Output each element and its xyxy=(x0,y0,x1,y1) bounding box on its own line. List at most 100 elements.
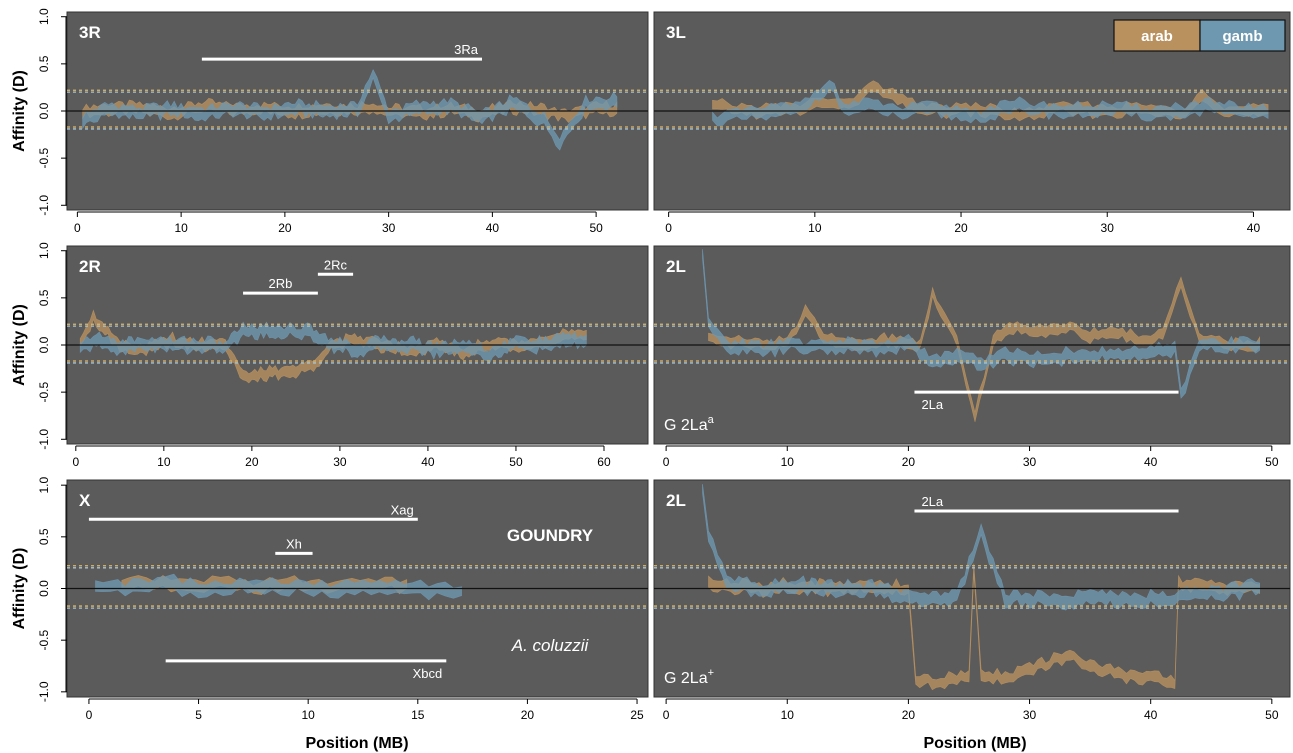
site-label: GOUNDRY xyxy=(507,526,594,545)
x-tick-label: 40 xyxy=(486,221,500,235)
series-band-gamb xyxy=(82,68,618,151)
inversion-label: Xh xyxy=(286,536,302,551)
panel-x-4: Xag Xh Xbcd X -1.0 -0.5 0.0 0.5 1.0 Affinity (D) 0… xyxy=(11,477,649,722)
y-tick-label: -0.5 xyxy=(37,381,51,402)
plot-area xyxy=(654,484,1290,691)
inversion-label: 2Rc xyxy=(324,257,348,272)
series-band-gamb xyxy=(702,484,1260,611)
x-axis-title-left: Position (MB) xyxy=(305,735,408,752)
x-tick-label: 40 xyxy=(1247,221,1261,235)
panel-title: 3R xyxy=(79,23,101,42)
y-axis-title: Affinity (D) xyxy=(11,70,28,152)
group-label-sup: a xyxy=(708,414,715,426)
x-tick-label: 50 xyxy=(1265,455,1279,469)
plot-area xyxy=(67,309,648,384)
y-axis-title: Affinity (D) xyxy=(11,304,28,386)
legend-swatch-arab xyxy=(1113,19,1201,52)
x-tick-label: 50 xyxy=(1265,708,1279,722)
inversion-label: 2La xyxy=(921,494,943,509)
x-tick-label: 30 xyxy=(1023,455,1037,469)
x-tick-label: 10 xyxy=(808,221,822,235)
plot-area xyxy=(67,68,648,151)
x-tick-label: 60 xyxy=(597,455,611,469)
y-tick-label: 1.0 xyxy=(37,242,51,259)
panel-3l-1: 3L 0 10 20 30 40 arab gamb xyxy=(653,11,1291,235)
y-tick-label: 0.0 xyxy=(37,336,51,353)
x-tick-label: 0 xyxy=(86,708,93,722)
y-tick-label: -0.5 xyxy=(37,147,51,168)
x-tick-label: 15 xyxy=(411,708,425,722)
y-tick-label: -1.0 xyxy=(37,429,51,450)
legend-swatch-gamb xyxy=(1199,19,1286,52)
y-tick-label: 0.0 xyxy=(37,580,51,597)
inversion-label: 2Rb xyxy=(269,276,293,291)
group-label-text: G 2La xyxy=(664,417,708,434)
y-tick-label: 0.0 xyxy=(37,102,51,119)
series-band-gamb xyxy=(702,249,1260,399)
inversion-label: Xag xyxy=(391,502,414,517)
x-tick-label: 10 xyxy=(157,455,171,469)
x-axis-title-right: Position (MB) xyxy=(923,735,1026,752)
y-axis-title: Affinity (D) xyxy=(11,548,28,630)
x-tick-label: 30 xyxy=(1101,221,1115,235)
species-label: A. coluzzii xyxy=(511,636,590,655)
x-tick-label: 10 xyxy=(781,708,795,722)
panel-title: 2L xyxy=(666,491,686,510)
panel-3r-0: 3Ra 3R -1.0 -0.5 0.0 0.5 1.0 Affinity (D) 0 10 20 3… xyxy=(11,8,649,235)
series-band-gamb xyxy=(712,80,1269,127)
x-tick-label: 0 xyxy=(665,221,672,235)
x-tick-label: 30 xyxy=(333,455,347,469)
panel-2r-2: 2Rb 2Rc 2R -1.0 -0.5 0.0 0.5 1.0 Affinity (D) 0 10… xyxy=(11,242,649,469)
x-tick-label: 25 xyxy=(630,708,644,722)
legend-label-gamb: gamb xyxy=(1222,28,1262,45)
panel-2l-3: 2La 2L G 2Laa 0 10 20 30 40 50 xyxy=(653,245,1291,469)
panel-title: X xyxy=(79,491,91,510)
plot-area xyxy=(67,565,648,609)
x-tick-label: 20 xyxy=(902,455,916,469)
y-tick-label: -1.0 xyxy=(37,681,51,702)
legend-label-arab: arab xyxy=(1141,28,1173,45)
x-tick-label: 10 xyxy=(174,221,188,235)
x-tick-label: 30 xyxy=(1023,708,1037,722)
x-tick-label: 0 xyxy=(663,708,670,722)
plot-area xyxy=(654,249,1290,422)
x-tick-label: 40 xyxy=(421,455,435,469)
group-label: G 2Laa xyxy=(664,414,715,434)
inversion-label: 3Ra xyxy=(454,42,479,57)
y-tick-label: 0.5 xyxy=(37,55,51,72)
x-tick-label: 0 xyxy=(72,455,79,469)
x-tick-label: 20 xyxy=(278,221,292,235)
x-tick-label: 5 xyxy=(195,708,202,722)
x-tick-label: 20 xyxy=(902,708,916,722)
x-tick-label: 10 xyxy=(781,455,795,469)
y-tick-label: -0.5 xyxy=(37,630,51,651)
group-label: G 2La+ xyxy=(664,667,714,687)
y-tick-label: 1.0 xyxy=(37,477,51,494)
y-tick-label: 0.5 xyxy=(37,289,51,306)
y-tick-label: -1.0 xyxy=(37,195,51,216)
inversion-label: Xbcd xyxy=(413,666,443,681)
y-tick-label: 0.5 xyxy=(37,528,51,545)
x-tick-label: 0 xyxy=(74,221,81,235)
panel-title: 3L xyxy=(666,23,686,42)
group-label-sup: + xyxy=(708,667,714,679)
group-label-text: G 2La xyxy=(664,670,708,687)
x-tick-label: 20 xyxy=(521,708,535,722)
x-tick-label: 40 xyxy=(1144,455,1158,469)
y-tick-label: 1.0 xyxy=(37,8,51,25)
inversion-label: 2La xyxy=(921,397,943,412)
x-tick-label: 20 xyxy=(954,221,968,235)
x-tick-label: 50 xyxy=(509,455,523,469)
x-tick-label: 40 xyxy=(1144,708,1158,722)
x-tick-label: 10 xyxy=(301,708,315,722)
x-tick-label: 0 xyxy=(663,455,670,469)
plot-area xyxy=(654,80,1290,130)
series-band-gamb xyxy=(95,573,462,601)
panel-title: 2R xyxy=(79,257,101,276)
panel-title: 2L xyxy=(666,257,686,276)
x-tick-label: 30 xyxy=(382,221,396,235)
x-tick-label: 20 xyxy=(245,455,259,469)
x-tick-label: 50 xyxy=(589,221,603,235)
